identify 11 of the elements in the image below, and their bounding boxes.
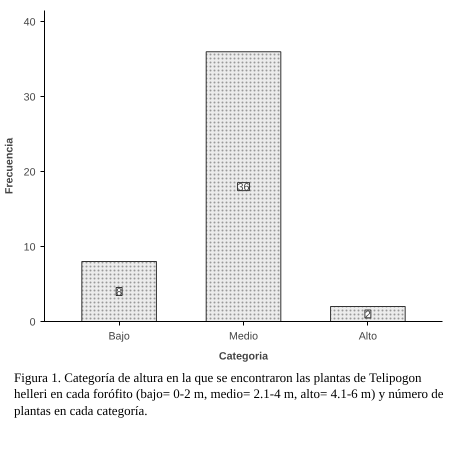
x-tick-label: Medio <box>228 330 258 342</box>
y-tick-label: 10 <box>24 242 36 254</box>
x-tick-label: Bajo <box>108 330 130 342</box>
y-tick-label: 0 <box>30 316 36 328</box>
y-axis-title: Frecuencia <box>4 138 16 194</box>
x-tick-label: Alto <box>358 330 378 342</box>
y-tick-label: 30 <box>24 92 36 104</box>
y-tick-label: 40 <box>24 16 36 29</box>
x-axis-title: Categoria <box>218 350 268 362</box>
text: Figura 1. Categoría de altura en la que se encontraron las plantas de Telipogon helleri en cada forófito (bajo= 0-2 m, medio= 2.1-4 m, alto= 4.1-6 m) y número de plantas en cada categoría. <box>14 370 445 419</box>
y-tick-label: 20 <box>24 166 36 179</box>
